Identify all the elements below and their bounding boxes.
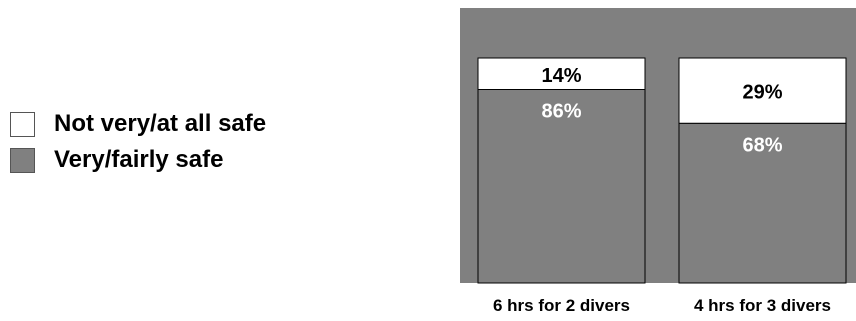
bar-safe-2 <box>678 122 847 284</box>
legend-swatch-safe <box>10 147 35 173</box>
bar-not-safe-1 <box>477 57 646 90</box>
category-label-1: 6 hrs for 2 divers <box>493 296 630 315</box>
category-label-2: 4 hrs for 3 divers <box>694 296 831 315</box>
label-not-safe-1: 14% <box>541 65 581 87</box>
label-not-safe-2: 29% <box>742 82 782 104</box>
legend-item-not-safe: Not very/at all safe <box>10 106 266 142</box>
legend-label-not-safe: Not very/at all safe <box>54 110 267 137</box>
label-safe-1: 86% <box>541 101 581 123</box>
legend-item-safe: Very/fairly safe <box>10 142 266 178</box>
label-safe-2: 68% <box>742 134 782 156</box>
legend-label-safe: Very/fairly safe <box>54 146 224 173</box>
legend-swatch-not-safe <box>10 111 35 137</box>
bar-safe-1 <box>477 89 646 284</box>
legend: Not very/at all safe Very/fairly safe <box>10 106 266 178</box>
bar-not-safe-2 <box>678 57 847 124</box>
